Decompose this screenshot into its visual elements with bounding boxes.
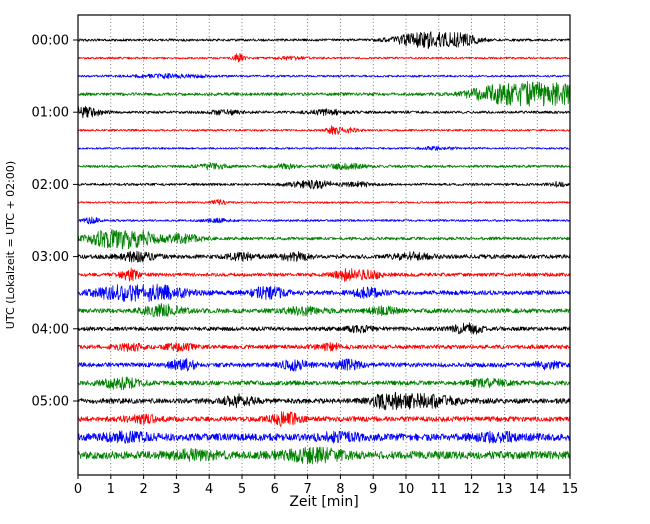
y-axis-label: UTC (Lokalzeit = UTC + 02:00) <box>4 161 17 329</box>
x-tick-label: 10 <box>398 482 415 497</box>
x-tick-label: 9 <box>369 482 377 497</box>
seismic-trace-0015 <box>78 53 571 63</box>
seismic-trace-0330 <box>77 283 571 303</box>
x-tick-label: 13 <box>496 482 513 497</box>
x-tick-label: 11 <box>431 482 448 497</box>
seismic-trace-0130 <box>77 145 571 151</box>
seismic-trace-0145 <box>77 162 571 171</box>
seismic-trace-0415 <box>77 342 571 353</box>
seismic-trace-0200 <box>77 179 571 190</box>
x-tick-label: 6 <box>271 482 279 497</box>
x-tick-label: 4 <box>205 482 213 497</box>
x-tick-label: 2 <box>139 482 147 497</box>
x-tick-label: 12 <box>463 482 480 497</box>
seismic-trace-0500 <box>77 391 571 411</box>
y-tick-label: 03:00 <box>32 250 69 265</box>
seismic-trace-0545 <box>77 446 571 465</box>
seismic-trace-0100 <box>77 105 571 119</box>
grid-layer <box>110 15 538 475</box>
seismic-trace-0345 <box>77 302 571 318</box>
x-tick-label: 0 <box>74 482 82 497</box>
y-tick-label: 01:00 <box>32 106 69 121</box>
seismic-trace-0530 <box>77 430 571 444</box>
seismic-trace-0400 <box>77 322 571 335</box>
seismic-trace-0230 <box>77 216 571 225</box>
y-tick-label: 05:00 <box>32 395 69 410</box>
y-tick-label: 00:00 <box>32 34 69 49</box>
x-tick-label: 5 <box>238 482 246 497</box>
x-tick-label: 1 <box>107 482 115 497</box>
seismic-trace-0245 <box>77 229 571 250</box>
seismic-trace-0445 <box>77 376 571 391</box>
y-tick-label: 02:00 <box>32 178 69 193</box>
plot-border <box>77 14 571 476</box>
seismic-trace-0000 <box>77 31 571 49</box>
x-tick-label: 14 <box>529 482 546 497</box>
seismic-trace-0315 <box>77 267 571 282</box>
x-tick-label: 7 <box>303 482 311 497</box>
seismic-trace-0515 <box>77 411 571 427</box>
x-tick-label: 8 <box>336 482 344 497</box>
seismic-trace-0430 <box>77 357 571 372</box>
x-tick-label: 3 <box>172 482 180 497</box>
seismic-trace-0030 <box>77 73 570 80</box>
y-tick-label: 04:00 <box>32 322 69 337</box>
x-tick-label: 15 <box>562 482 579 497</box>
axis-layer: 0 1 2 3 4 5 6 7 8 9 10 11 12 13 14 1500:0001:0002:0003:… <box>32 34 579 498</box>
seismic-trace-0045 <box>77 80 571 107</box>
seismic-trace-0115 <box>77 125 571 135</box>
trace-layer <box>77 31 571 465</box>
seismic-trace-0215 <box>77 198 571 206</box>
x-axis-label: Zeit [min] <box>289 494 358 510</box>
seismic-trace-0300 <box>77 250 571 263</box>
